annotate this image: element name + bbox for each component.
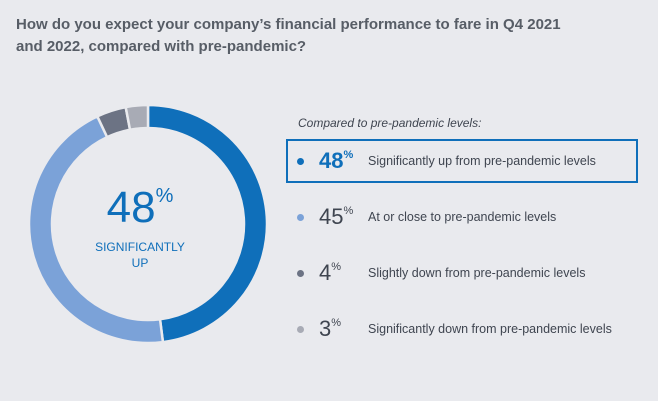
legend-percent-sign: % — [343, 205, 354, 217]
legend-percent-value: 45 — [319, 204, 344, 229]
legend-item-1: 48% Significantly up from pre-pandemic le… — [286, 139, 638, 183]
legend-dot — [297, 213, 304, 221]
legend-percent-sign: % — [343, 149, 354, 161]
donut-chart: 48% SIGNIFICANTLY UP — [27, 103, 269, 345]
legend-header: Compared to pre-pandemic levels: — [298, 116, 482, 130]
legend-percent-value: 48 — [319, 148, 344, 173]
donut-hole — [53, 129, 243, 319]
center-label-line2: UP — [132, 256, 149, 270]
center-label-line1: SIGNIFICANTLY — [95, 240, 185, 254]
center-value-sign: % — [156, 185, 174, 207]
legend-percent-sign: % — [331, 261, 342, 273]
legend: 48% Significantly up from pre-pandemic le… — [286, 139, 638, 363]
legend-label: Significantly down from pre-pandemic lev… — [368, 322, 612, 336]
legend-item-2: 45% At or close to pre-pandemic levels — [286, 195, 638, 239]
legend-dot — [297, 325, 304, 333]
center-value: 48% — [107, 183, 174, 232]
legend-percent: 3% — [319, 317, 341, 341]
legend-item-3: 4% Slightly down from pre-pandemic levels — [286, 251, 638, 295]
legend-percent-value: 3 — [319, 316, 332, 341]
legend-percent: 4% — [319, 261, 341, 285]
chart-title: How do you expect your company’s financi… — [16, 16, 561, 55]
legend-label: At or close to pre-pandemic levels — [368, 210, 557, 224]
legend-percent-value: 4 — [319, 260, 332, 285]
legend-label: Slightly down from pre-pandemic levels — [368, 266, 586, 280]
legend-label: Significantly up from pre-pandemic level… — [368, 154, 596, 168]
legend-percent: 45% — [319, 205, 353, 229]
center-value-number: 48 — [107, 183, 156, 232]
legend-item-4: 3% Significantly down from pre-pandemic l… — [286, 307, 638, 351]
legend-percent: 48% — [319, 149, 353, 173]
legend-dot — [297, 269, 304, 277]
legend-percent-sign: % — [331, 317, 342, 329]
legend-dot — [297, 157, 304, 165]
donut-slice-4 — [124, 103, 150, 132]
donut-slices — [27, 103, 269, 345]
